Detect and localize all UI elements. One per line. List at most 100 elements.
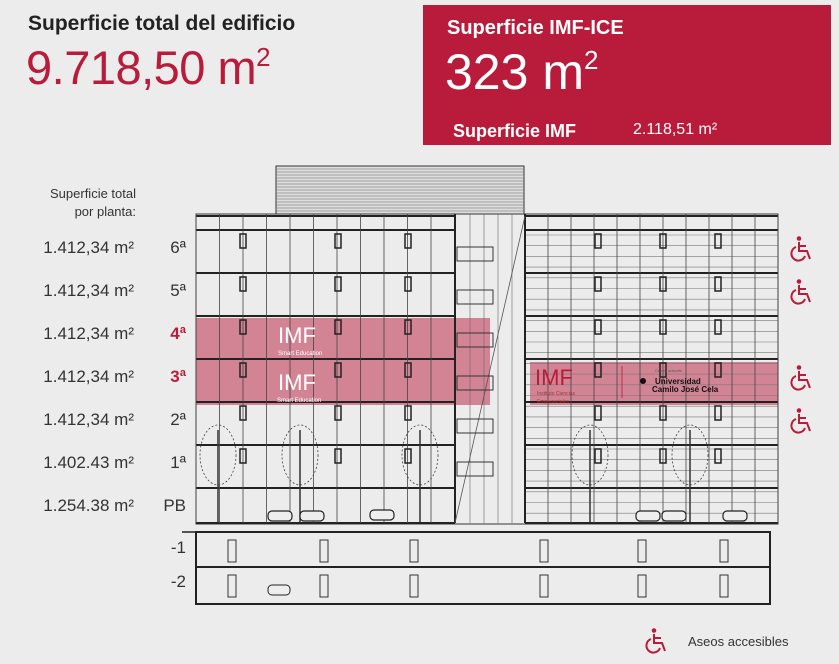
imf-surface-value: 2.118,51 m² xyxy=(633,121,718,138)
floor-area: 1.412,34 m² xyxy=(43,238,134,257)
car-icon xyxy=(661,510,687,522)
building-line xyxy=(456,375,494,391)
building-line xyxy=(456,461,494,477)
window xyxy=(404,276,412,292)
imf-ice-title: Superficie IMF-ICE xyxy=(447,17,624,39)
window xyxy=(239,233,247,249)
basement-name: -2 xyxy=(170,572,186,591)
wheelchair-icon xyxy=(645,628,666,654)
imf-logo-tagline: Smart Education xyxy=(277,398,321,404)
window xyxy=(659,362,667,378)
floor-area: 1.412,34 m² xyxy=(43,367,134,386)
window xyxy=(404,319,412,335)
per-floor-label: Superficie total por planta: xyxy=(20,185,136,221)
wheelchair-icon xyxy=(790,236,811,262)
window xyxy=(714,405,722,421)
window xyxy=(334,405,342,421)
window xyxy=(659,319,667,335)
wheelchair-icon xyxy=(790,408,811,434)
window xyxy=(334,319,342,335)
basement-door xyxy=(719,574,729,598)
window xyxy=(404,362,412,378)
total-surface-title: Superficie total del edificio xyxy=(28,12,296,35)
imf-floor-3-band xyxy=(456,360,490,405)
car-icon xyxy=(267,510,293,522)
basement-door xyxy=(409,574,419,598)
floor-name: 2ª xyxy=(170,410,186,429)
window xyxy=(594,233,602,249)
basement-door xyxy=(319,539,329,563)
window xyxy=(659,276,667,292)
window xyxy=(239,362,247,378)
building-line xyxy=(456,289,494,305)
building-line xyxy=(456,418,494,434)
imf-floor-4-band xyxy=(196,318,490,360)
ice-logo-tagline: Empresariales xyxy=(537,399,569,405)
basement-door xyxy=(409,539,419,563)
basement-door xyxy=(637,574,647,598)
window xyxy=(714,362,722,378)
floor-name: 5ª xyxy=(170,281,186,300)
building-line xyxy=(456,246,494,262)
car-icon xyxy=(722,510,748,522)
floor-area: 1.254.38 m² xyxy=(43,496,134,515)
imf-logo: IMF xyxy=(278,370,316,395)
tree-icon xyxy=(571,424,609,486)
car-icon xyxy=(635,510,661,522)
window xyxy=(714,319,722,335)
ucjc-logo: Universidad xyxy=(655,377,701,386)
window xyxy=(714,233,722,249)
floor-name: 1ª xyxy=(170,453,186,472)
tree-icon xyxy=(671,424,709,486)
car-icon xyxy=(369,509,395,521)
building-line xyxy=(456,332,494,348)
window xyxy=(334,276,342,292)
floor-area: 1.412,34 m² xyxy=(43,324,134,343)
imf-surface-label: Superficie IMF xyxy=(453,121,577,141)
window xyxy=(594,448,602,464)
wheelchair-icon xyxy=(790,279,811,305)
window xyxy=(714,448,722,464)
building-line xyxy=(454,215,526,524)
car-icon xyxy=(299,510,325,522)
imf-logo: IMF xyxy=(278,323,316,348)
window xyxy=(239,276,247,292)
imf-logo-tagline: Smart Education xyxy=(278,351,322,357)
basement-door xyxy=(539,574,549,598)
ucjc-logo-icon xyxy=(640,378,646,384)
floor-name: 4ª xyxy=(170,324,186,343)
basement-door xyxy=(637,539,647,563)
window xyxy=(239,448,247,464)
basement-door xyxy=(719,539,729,563)
window xyxy=(594,362,602,378)
basement-door xyxy=(539,539,549,563)
ucjc-adscrito: Centro adscrito xyxy=(655,368,683,373)
window xyxy=(594,405,602,421)
basement-name: -1 xyxy=(170,538,186,557)
ice-logo: IMF xyxy=(535,365,573,390)
per-floor-label-line: Superficie total xyxy=(50,186,136,201)
total-surface-value: 9.718,50 m2 xyxy=(26,41,271,94)
window xyxy=(334,448,342,464)
tree-icon xyxy=(281,424,319,486)
floor-name: PB xyxy=(163,496,186,515)
imf-ice-value: 323 m2 xyxy=(445,44,599,100)
ice-logo-tagline: Instituto Ciencias xyxy=(537,391,576,397)
floor-name: 6ª xyxy=(170,238,186,257)
window xyxy=(594,319,602,335)
car-icon xyxy=(267,584,291,596)
window xyxy=(594,276,602,292)
window xyxy=(659,233,667,249)
wheelchair-icon xyxy=(790,365,811,391)
basement-door xyxy=(319,574,329,598)
imf-floor-3-band xyxy=(196,360,456,405)
floor-area: 1.402.43 m² xyxy=(43,453,134,472)
floor-area: 1.412,34 m² xyxy=(43,410,134,429)
per-floor-label-line: por planta: xyxy=(74,204,136,219)
ucjc-logo: Camilo José Cela xyxy=(652,385,719,394)
imf-surface-box: Superficie IMF-ICE 323 m2 Superficie IMF… xyxy=(423,5,831,145)
window xyxy=(334,233,342,249)
tree-icon xyxy=(199,424,237,486)
tree-icon xyxy=(401,424,439,486)
